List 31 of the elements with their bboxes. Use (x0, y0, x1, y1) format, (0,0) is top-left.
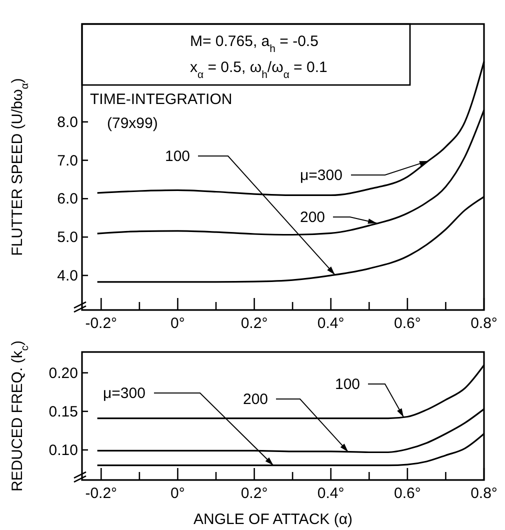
y-tick-label: 0.20 (48, 364, 78, 382)
annotation: TIME-INTEGRATION (90, 91, 232, 108)
x-tick-label: 0° (170, 315, 185, 332)
annotation: M= 0.765, a$_{h}$ = -0.5 (190, 33, 318, 55)
text: 100 (165, 148, 190, 165)
text: μ=300 (103, 385, 146, 402)
annotation: (79x99) (107, 115, 158, 132)
x-tick-label: -0.2° (85, 315, 118, 332)
series-label: μ=300 (300, 167, 342, 184)
y-tick-label: 6.0 (57, 190, 78, 208)
series-label: 100 (335, 376, 360, 393)
x-tick-label: 0° (170, 485, 185, 502)
y-tick-label: 0.15 (48, 403, 78, 420)
y-tick-label: 8.0 (57, 114, 78, 131)
x-tick-label: 0.6° (394, 315, 421, 332)
x-tick-label: 0.2° (240, 485, 268, 502)
x-axis-title: ANGLE OF ATTACK (α) (194, 511, 352, 528)
x-tick-label: 0.4° (317, 485, 344, 502)
y-tick-label: 5.0 (57, 229, 78, 246)
y-tick-label: 7.0 (57, 152, 78, 170)
x-tick-label: 0.8° (470, 315, 498, 332)
y-tick-label: 4.0 (57, 267, 78, 284)
x-tick-label: 0.8° (470, 485, 498, 502)
legend-label: 200 (300, 209, 326, 226)
x-tick-label: -0.2° (85, 485, 118, 502)
annotation: x$_{α}$ = 0.5, ω$_{h}$/ω$_{α}$ = 0.1 (190, 59, 328, 81)
x-tick-label: 0.6° (394, 485, 421, 502)
x-tick-label: 0.2° (240, 315, 268, 332)
x-tick-label: 0.4° (317, 315, 344, 332)
text: 200 (243, 391, 268, 408)
y-tick-label: 0.10 (48, 442, 78, 459)
